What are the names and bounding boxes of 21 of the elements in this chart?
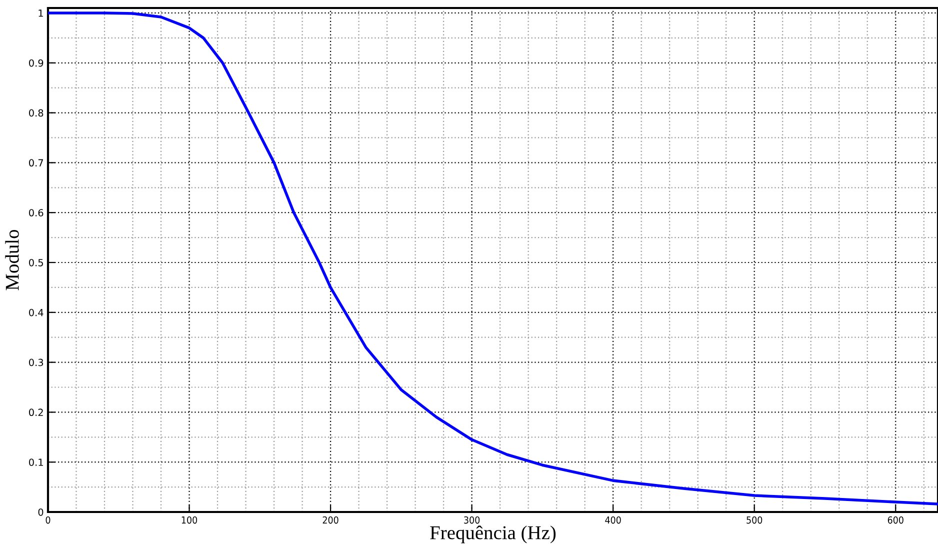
x-axis-title: Frequência (Hz) (430, 526, 556, 544)
y-tick-label: 0.5 (29, 258, 43, 266)
y-tick-label: 0.3 (29, 358, 44, 366)
y-tick-label: 0.4 (29, 308, 44, 316)
x-tick-label: 300 (464, 516, 480, 524)
x-tick-label: 0 (46, 516, 50, 524)
x-tick-label: 500 (746, 516, 762, 524)
line-series (48, 12, 938, 506)
y-tick-label: 1 (38, 10, 43, 17)
y-axis-title: Modulo (5, 230, 19, 290)
y-tick-label: 0.7 (29, 159, 44, 167)
x-tick-label: 600 (888, 516, 904, 524)
y-tick-label: 0.1 (29, 458, 43, 466)
x-tick-label: 200 (322, 516, 338, 524)
y-tick-label: 0 (38, 508, 44, 516)
y-tick-label: 0.6 (29, 209, 44, 216)
y-tick-label: 0.8 (29, 109, 44, 117)
y-tick-label: 0.9 (29, 59, 44, 67)
y-tick-label: 0.2 (29, 408, 43, 416)
x-tick-label: 100 (182, 516, 198, 524)
x-tick-label: 400 (605, 516, 621, 524)
